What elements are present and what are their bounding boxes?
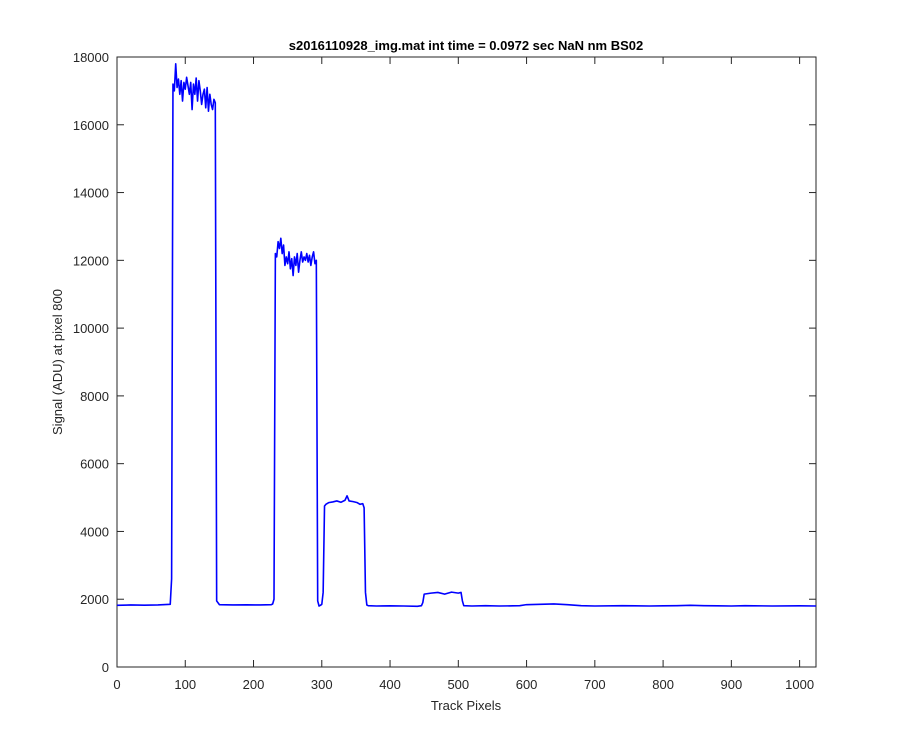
x-tick-label: 700 bbox=[584, 677, 606, 692]
x-tick-label: 800 bbox=[652, 677, 674, 692]
y-tick-label: 0 bbox=[102, 660, 109, 675]
y-axis-ticks: 0 2000 4000 6000 8000 10000 12000 14000 16000 180… bbox=[73, 50, 816, 675]
y-tick-label: 14000 bbox=[73, 186, 109, 201]
y-tick-label: 16000 bbox=[73, 118, 109, 133]
x-axis-ticks: 0 100 200 300 400 500 600 700 800 900 1000 bbox=[113, 57, 814, 692]
x-tick-label: 1000 bbox=[785, 677, 814, 692]
x-tick-label: 0 bbox=[113, 677, 120, 692]
x-tick-label: 600 bbox=[516, 677, 538, 692]
x-tick-label: 900 bbox=[721, 677, 743, 692]
y-tick-label: 8000 bbox=[80, 389, 109, 404]
y-tick-label: 10000 bbox=[73, 321, 109, 336]
x-tick-label: 400 bbox=[379, 677, 401, 692]
y-axis-label: Signal (ADU) at pixel 800 bbox=[50, 289, 65, 435]
plot-area bbox=[116, 62, 817, 608]
y-tick-label: 18000 bbox=[73, 50, 109, 65]
y-tick-label: 4000 bbox=[80, 524, 109, 539]
x-tick-label: 200 bbox=[243, 677, 265, 692]
x-tick-label: 500 bbox=[447, 677, 469, 692]
chart-title: s2016110928_img.mat int time = 0.0972 se… bbox=[289, 38, 643, 53]
series-line-0 bbox=[116, 62, 817, 608]
axes-box bbox=[116, 56, 817, 668]
y-tick-label: 2000 bbox=[80, 592, 109, 607]
x-axis-label: Track Pixels bbox=[431, 698, 502, 713]
y-tick-label: 6000 bbox=[80, 457, 109, 472]
x-tick-label: 300 bbox=[311, 677, 333, 692]
y-tick-label: 12000 bbox=[73, 253, 109, 268]
x-tick-label: 100 bbox=[174, 677, 196, 692]
